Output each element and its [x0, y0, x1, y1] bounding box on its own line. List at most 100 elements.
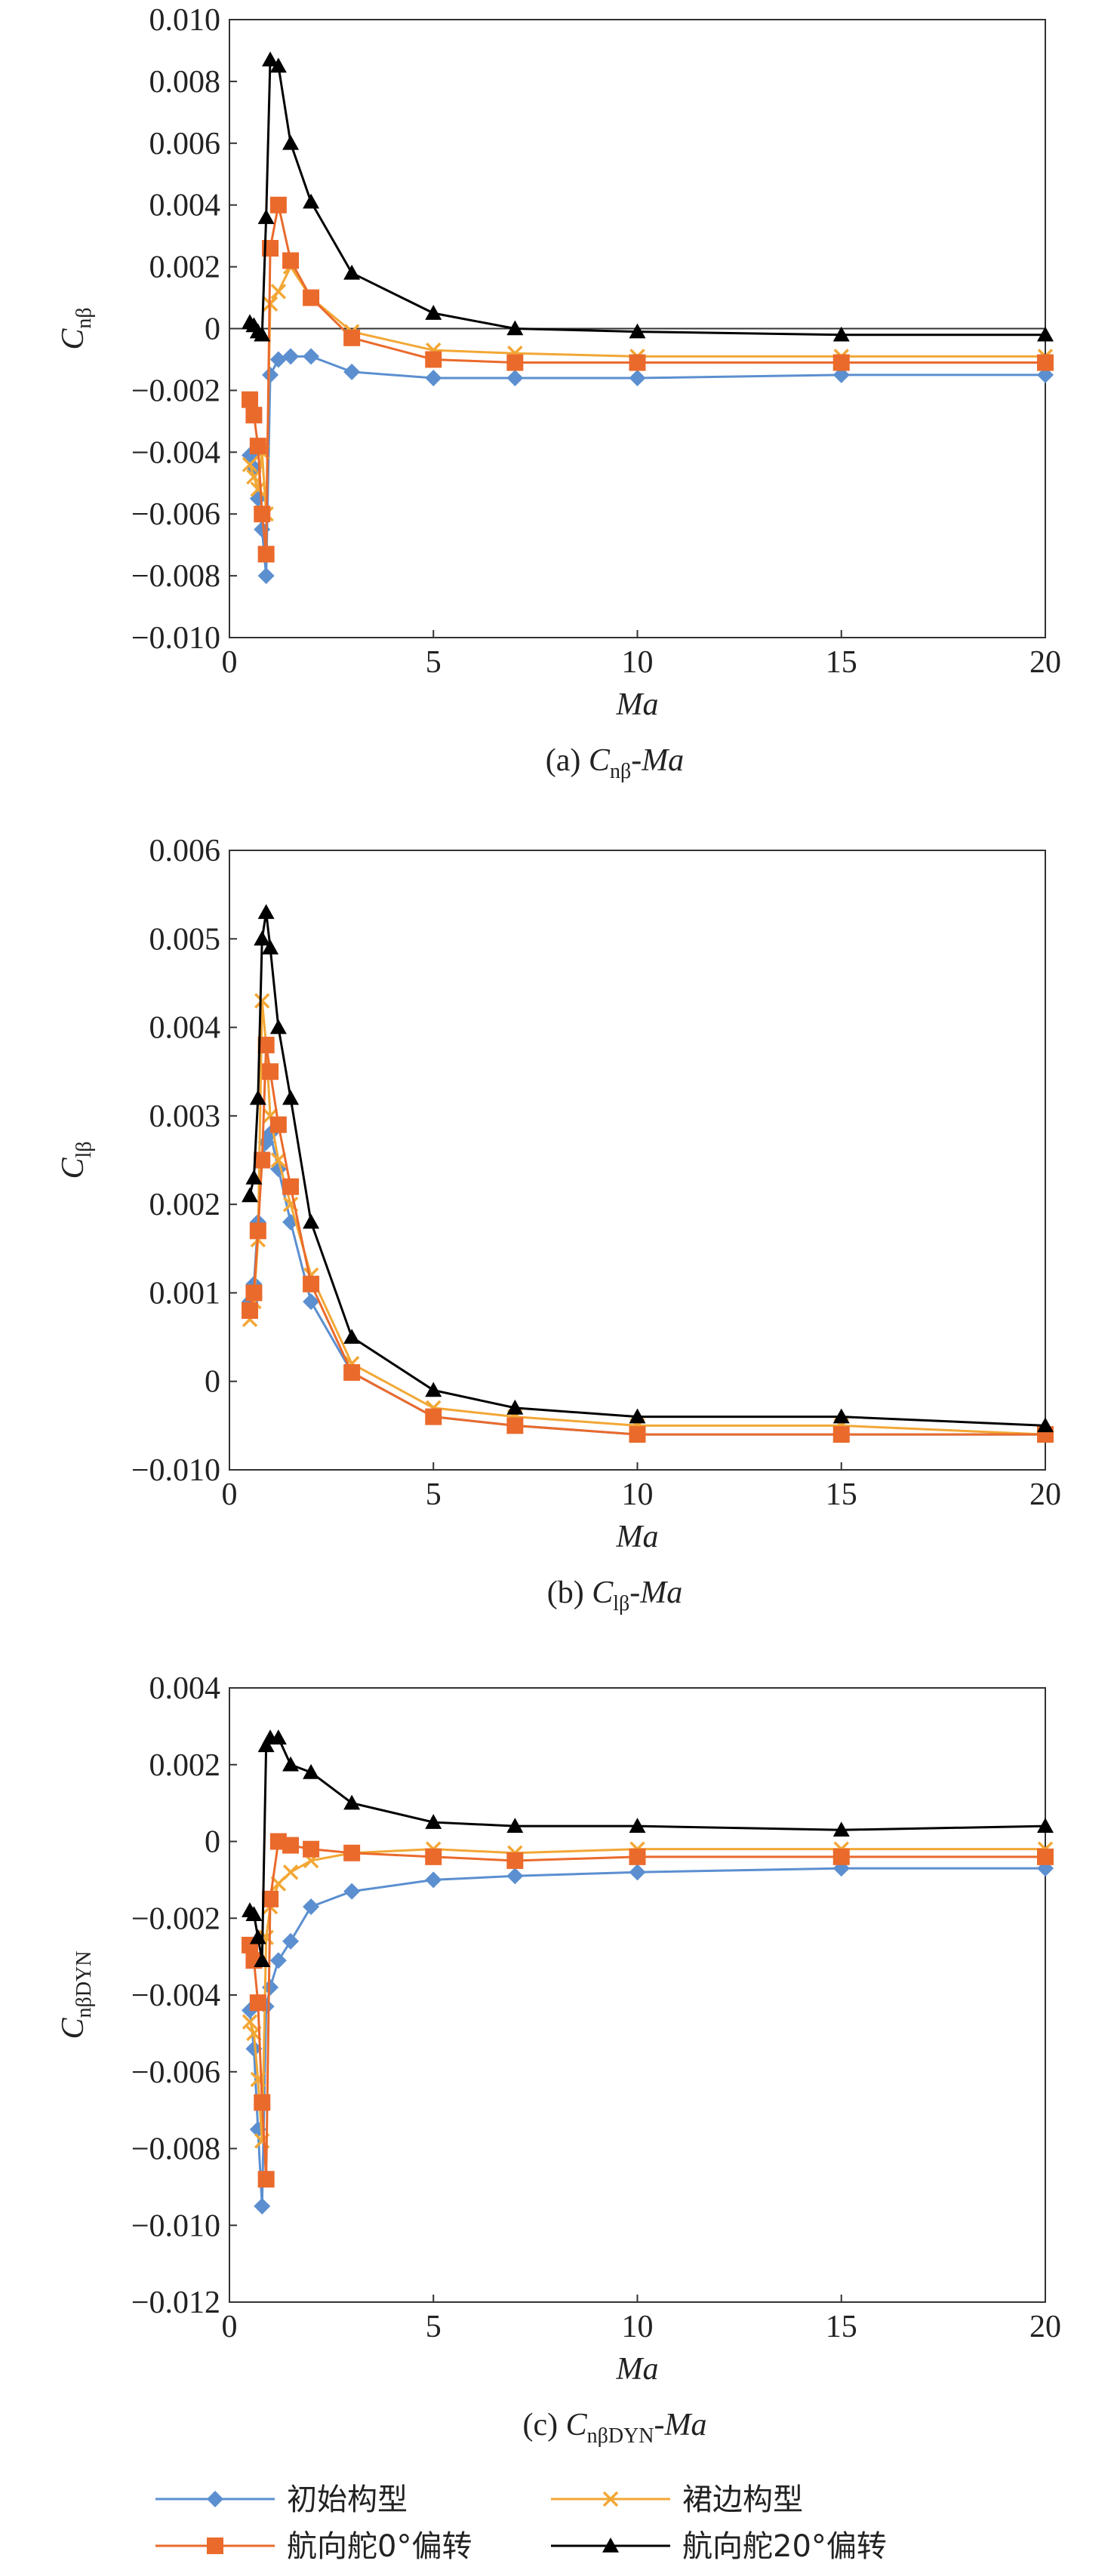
marker [242, 2014, 258, 2030]
y-tick-label: 0 [205, 312, 220, 347]
marker [270, 1152, 287, 1168]
y-tick-label: 0.002 [149, 1748, 221, 1783]
y-tick-label: −0.004 [131, 435, 220, 470]
y-tick-label: −0.010 [131, 1453, 220, 1488]
x-tick-label: 20 [1029, 645, 1061, 680]
y-tick-label: 0 [205, 1825, 220, 1860]
marker [343, 1883, 361, 1900]
x-tick-label: 15 [826, 645, 857, 680]
x-tick-label: 20 [1029, 2310, 1061, 2344]
marker [425, 305, 442, 320]
marker [303, 193, 320, 209]
y-tick-label: 0.010 [149, 3, 221, 38]
marker [254, 2094, 271, 2111]
y-tick-label: 0.002 [149, 1188, 221, 1222]
legend-marker [207, 2491, 223, 2507]
marker [245, 1284, 263, 1302]
caption-prefix: (c) [522, 2408, 565, 2442]
caption-symbol: C [589, 743, 611, 778]
marker [1037, 1818, 1054, 1833]
y-tick-label: −0.010 [131, 2209, 220, 2243]
y-tick-label: −0.012 [131, 2286, 220, 2320]
marker [343, 1794, 361, 1810]
y-label-symbol: C [56, 1157, 91, 1179]
y-label-symbol: C [56, 328, 91, 350]
marker [832, 1408, 850, 1424]
marker [303, 1213, 320, 1229]
marker [506, 1399, 524, 1415]
x-tick-label: 20 [1029, 1477, 1061, 1512]
marker [257, 2171, 275, 2188]
marker [270, 284, 287, 300]
marker [629, 1864, 646, 1881]
marker [629, 354, 646, 371]
y-label-sub: nβ [72, 307, 96, 328]
marker [282, 1178, 300, 1195]
x-axis-label: Ma [616, 2352, 659, 2387]
legend-label: 航向舵0°偏转 [287, 2529, 472, 2564]
y-tick-label: 0.005 [149, 922, 221, 957]
marker [257, 546, 275, 563]
marker [506, 320, 524, 336]
marker [242, 1187, 259, 1203]
caption-var: Ma [641, 743, 684, 778]
marker [506, 370, 524, 387]
marker [425, 1382, 442, 1397]
marker [343, 1363, 361, 1381]
marker [343, 1329, 361, 1344]
x-tick-label: 5 [426, 1477, 442, 1512]
y-tick-label: 0 [205, 1365, 220, 1400]
x-tick-label: 15 [826, 1477, 857, 1512]
marker [262, 1063, 279, 1081]
marker [629, 1818, 646, 1833]
x-tick-label: 10 [622, 1477, 654, 1512]
plot-frame [229, 1687, 1046, 2303]
caption-dash: - [654, 2408, 665, 2442]
marker [629, 323, 646, 339]
series-line [248, 911, 1046, 1427]
series-line [248, 1840, 1045, 2180]
marker [282, 134, 300, 150]
marker [262, 939, 279, 954]
marker [282, 1864, 299, 1880]
x-axis-label: Ma [616, 1520, 659, 1554]
series-line [248, 1044, 1045, 1436]
marker [262, 1890, 279, 1907]
marker [629, 370, 646, 387]
marker [254, 1151, 271, 1169]
y-tick-label: 0.003 [149, 1099, 221, 1134]
marker [343, 329, 361, 346]
legend-marker [602, 2491, 619, 2507]
caption-dash: - [631, 743, 642, 778]
series-line [248, 355, 1045, 576]
x-tick-label: 10 [622, 645, 654, 680]
marker [269, 1952, 287, 1969]
marker [257, 209, 275, 224]
y-tick-label: −0.006 [131, 2055, 220, 2090]
caption-sub: nβ [610, 760, 631, 783]
y-tick-label: 0.006 [149, 834, 221, 868]
caption-symbol: C [566, 2408, 588, 2442]
series-line [248, 204, 1045, 555]
marker [343, 264, 361, 280]
caption: (a) Cnβ-Ma [546, 743, 684, 783]
marker [425, 1871, 442, 1889]
marker [254, 326, 271, 342]
y-tick-label: 0.004 [149, 1671, 221, 1706]
y-tick-label: −0.004 [131, 1978, 220, 2013]
series-line [248, 1130, 1045, 1436]
x-tick-label: 5 [426, 645, 442, 680]
marker [343, 363, 361, 380]
y-label-sub: nβDYN [72, 1951, 96, 2018]
legend-label: 航向舵20°偏转 [682, 2529, 887, 2564]
marker [249, 1090, 266, 1105]
marker [1037, 326, 1054, 342]
marker [250, 481, 266, 497]
y-tick-label: 0.004 [149, 189, 221, 223]
marker [254, 1952, 271, 1968]
marker [282, 1756, 300, 1772]
x-tick-label: 10 [622, 2310, 654, 2344]
caption-prefix: (a) [546, 743, 589, 778]
marker [269, 1729, 287, 1744]
